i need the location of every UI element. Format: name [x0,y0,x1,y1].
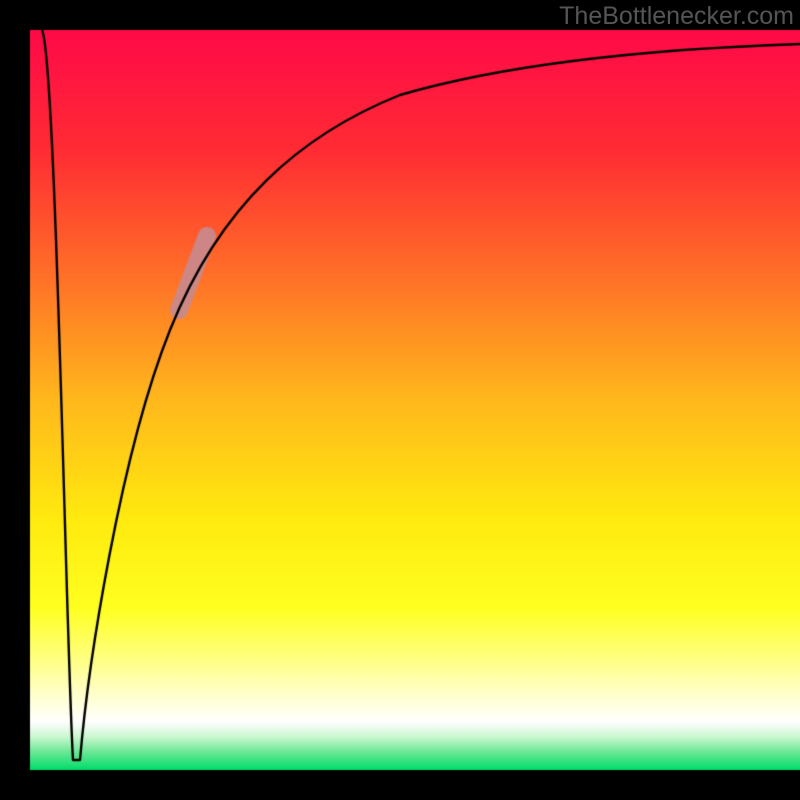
bottleneck-chart-container: TheBottlenecker.com [0,0,800,800]
bottleneck-chart-canvas [0,0,800,800]
